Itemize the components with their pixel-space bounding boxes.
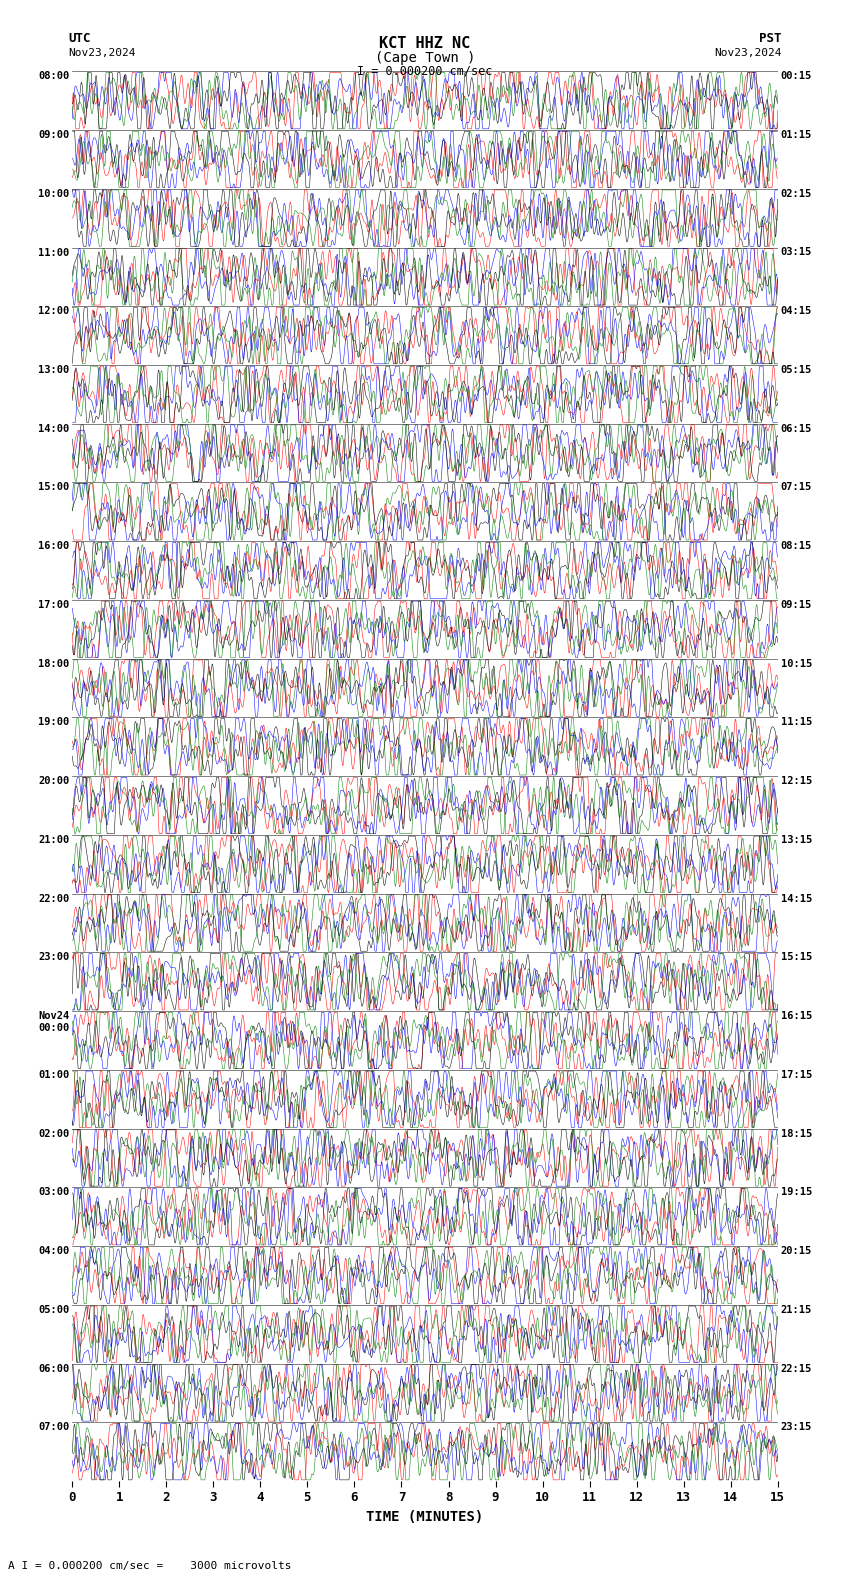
Text: Nov23,2024: Nov23,2024 xyxy=(715,48,782,59)
Text: (Cape Town ): (Cape Town ) xyxy=(375,51,475,65)
Text: UTC: UTC xyxy=(68,32,90,46)
Text: KCT HHZ NC: KCT HHZ NC xyxy=(379,35,471,51)
Text: I = 0.000200 cm/sec: I = 0.000200 cm/sec xyxy=(357,63,493,78)
Text: A I = 0.000200 cm/sec =    3000 microvolts: A I = 0.000200 cm/sec = 3000 microvolts xyxy=(8,1562,292,1571)
Text: Nov23,2024: Nov23,2024 xyxy=(68,48,135,59)
X-axis label: TIME (MINUTES): TIME (MINUTES) xyxy=(366,1510,484,1524)
Text: PST: PST xyxy=(760,32,782,46)
